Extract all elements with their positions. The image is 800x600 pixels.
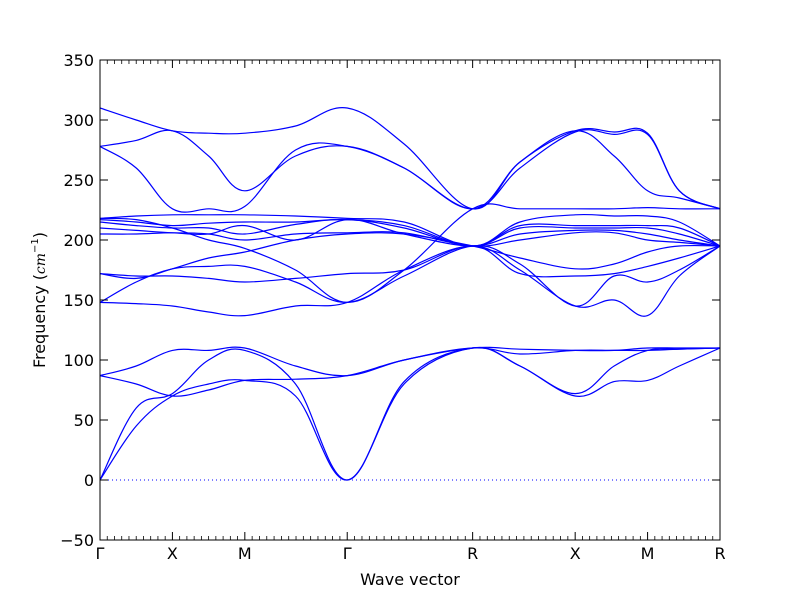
y-axis-label-suffix: ) (30, 232, 49, 238)
phonon-branch-5 (100, 245, 720, 317)
y-tick-label: 150 (63, 291, 94, 310)
y-tick-label: 250 (63, 171, 94, 190)
x-tick-label: X (570, 544, 581, 563)
phonon-branch-16 (100, 129, 720, 210)
x-axis-label: Wave vector (360, 570, 460, 589)
phonon-branch-2 (100, 347, 720, 481)
y-axis-label-unit: cm (33, 253, 49, 274)
y-tick-label: 100 (63, 351, 94, 370)
phonon-branch-12 (100, 218, 720, 247)
x-tick-label: M (641, 544, 655, 563)
y-tick-label: 0 (84, 471, 94, 490)
y-tick-label: 350 (63, 51, 94, 70)
phonon-branch-4 (100, 347, 720, 397)
phonon-branch-6 (100, 245, 720, 307)
y-tick-label: −50 (60, 531, 94, 550)
phonon-branch-1 (100, 346, 720, 481)
phonon-branch-10 (100, 218, 720, 247)
y-tick-label: 50 (74, 411, 94, 430)
x-tick-label: Γ (343, 544, 352, 563)
ticks-layer (99, 59, 721, 541)
x-tick-label: X (167, 544, 178, 563)
phonon-branch-17 (100, 107, 720, 210)
curves-layer (100, 107, 720, 481)
x-tick-label: R (467, 544, 478, 563)
y-tick-label: 300 (63, 111, 94, 130)
y-axis-label-exponent: −1 (30, 238, 41, 253)
x-tick-label: Γ (96, 544, 105, 563)
tick-labels-layer: −50 0 50 100 150 200 250 300 350 Γ X M Γ R X M R (60, 51, 725, 563)
phonon-branch-13 (100, 213, 720, 247)
phonon-branch-3 (100, 346, 720, 377)
y-tick-label: 200 (63, 231, 94, 250)
phonon-branch-9 (100, 231, 720, 247)
phonon-branch-11 (100, 218, 720, 247)
y-axis-label: Frequency (cm−1) (30, 232, 49, 368)
x-tick-label: R (714, 544, 725, 563)
x-tick-label: M (238, 544, 252, 563)
phonon-branch-14 (100, 203, 720, 304)
y-axis-label-prefix: Frequency ( (30, 274, 49, 368)
